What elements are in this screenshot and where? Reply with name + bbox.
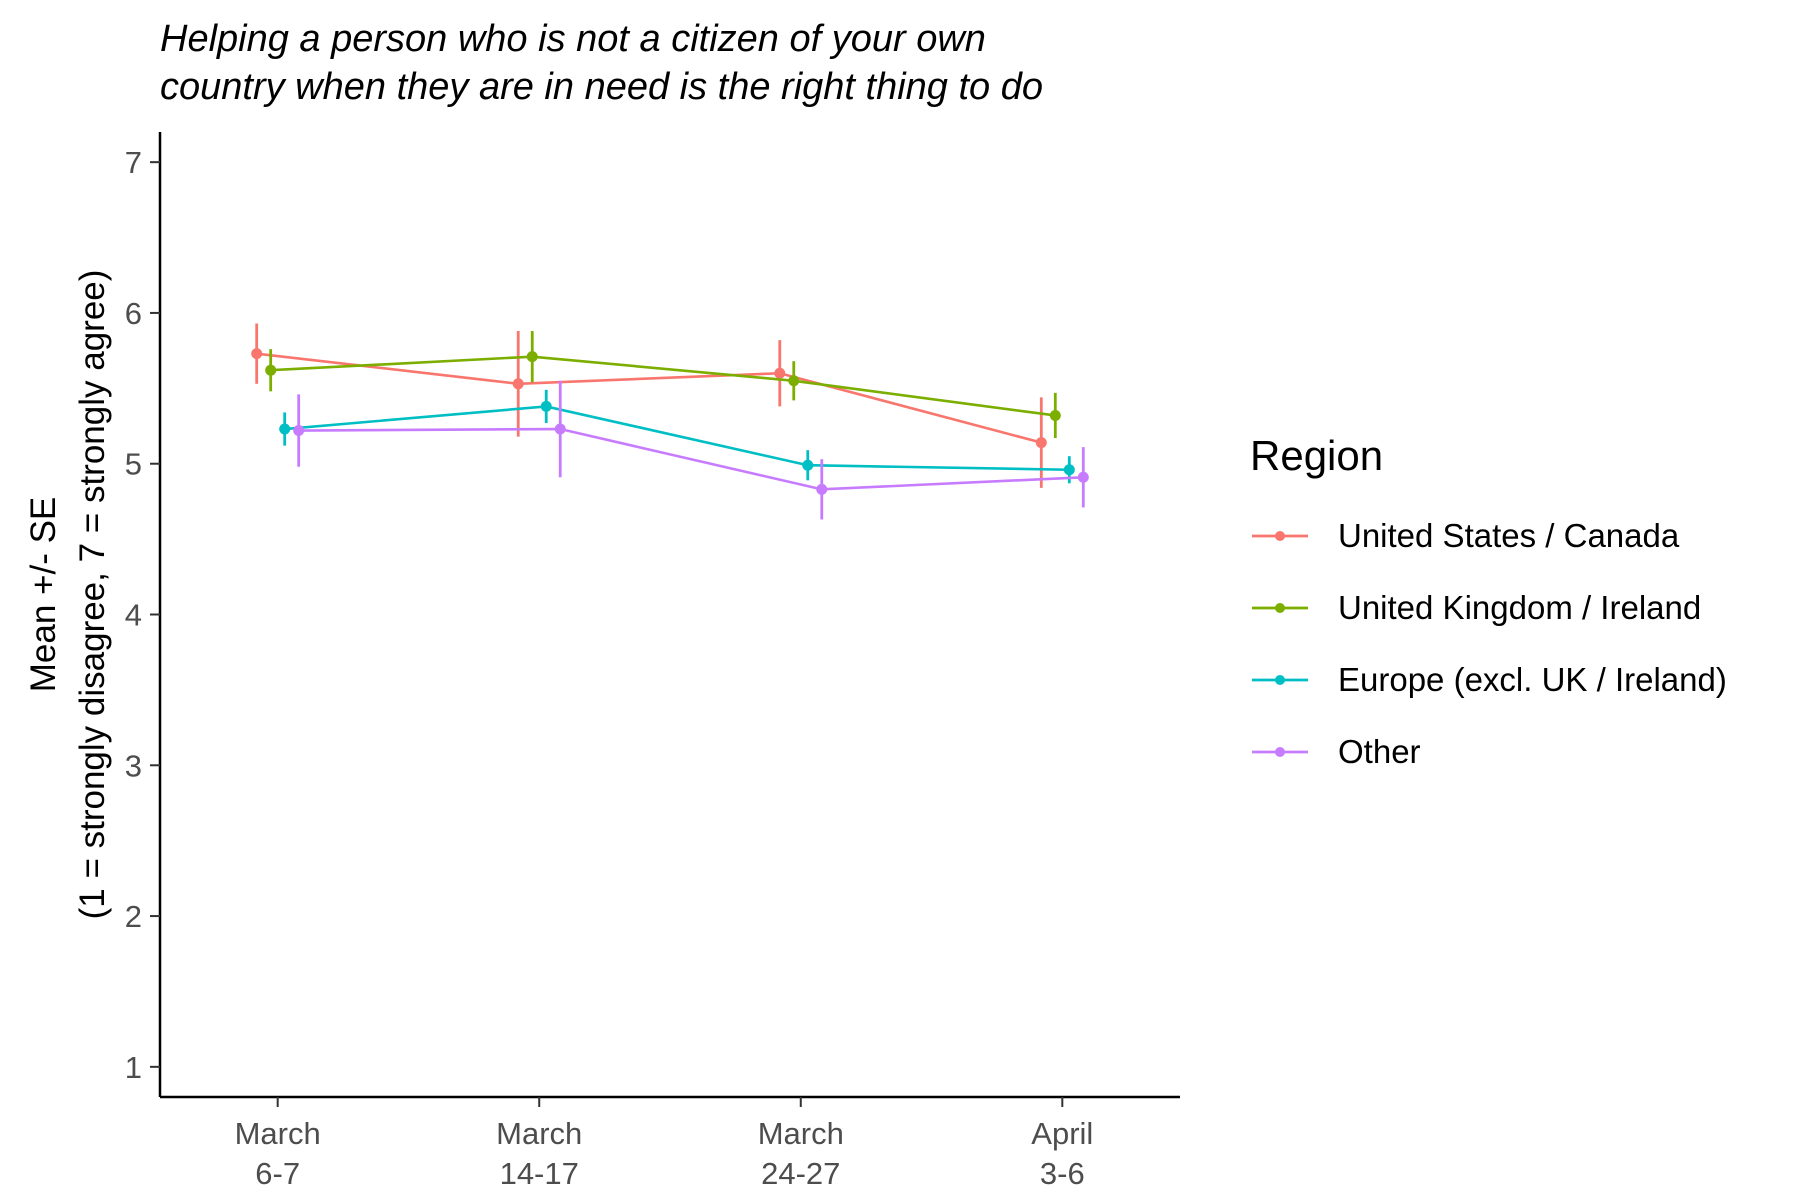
y-tick-label: 1 xyxy=(125,1050,142,1085)
legend-label: United Kingdom / Ireland xyxy=(1338,589,1702,626)
y-tick-label: 7 xyxy=(125,145,142,180)
y-axis-label: Mean +/- SE (1 = strongly disagree, 7 = … xyxy=(24,270,112,920)
y-axis-label-line-1: Mean +/- SE xyxy=(24,497,63,693)
legend-label: Europe (excl. UK / Ireland) xyxy=(1338,661,1727,698)
data-point xyxy=(265,364,277,376)
chart-title-line-2: country when they are in need is the rig… xyxy=(160,66,1043,108)
data-point xyxy=(251,348,263,360)
legend-key-point xyxy=(1275,747,1285,757)
series-2 xyxy=(279,389,1075,484)
y-tick-label: 6 xyxy=(125,296,142,331)
x-tick-label-line-1: March xyxy=(235,1116,321,1151)
legend-key xyxy=(1252,531,1308,541)
data-point xyxy=(788,375,800,387)
y-axis-label-line-2: (1 = strongly disagree, 7 = strongly agr… xyxy=(73,270,112,920)
x-tick-label-line-1: March xyxy=(758,1116,844,1151)
data-point xyxy=(816,483,828,495)
legend-key xyxy=(1252,675,1308,685)
series-line xyxy=(270,355,1056,417)
data-point xyxy=(774,367,786,379)
x-tick-label-line-2: 14-17 xyxy=(500,1156,579,1191)
chart-title-line-1: Helping a person who is not a citizen of… xyxy=(160,18,986,60)
series-line xyxy=(256,352,1042,444)
x-tick-label-line-1: March xyxy=(496,1116,582,1151)
legend-key xyxy=(1252,603,1308,613)
legend-label: United States / Canada xyxy=(1338,517,1680,554)
data-point xyxy=(1035,437,1047,449)
data-point xyxy=(293,425,305,437)
x-tick-label-line-2: 24-27 xyxy=(761,1156,840,1191)
series-0 xyxy=(251,323,1047,488)
y-tick-label: 3 xyxy=(125,748,142,783)
axes: 1 2 3 4 5 6 7 March 6-7 March 14-17 March 24-27 April… xyxy=(125,132,1180,1191)
x-tick-label-line-2: 6-7 xyxy=(255,1156,300,1191)
data-point xyxy=(1063,464,1075,476)
data-point xyxy=(1049,409,1061,421)
data-point xyxy=(526,351,538,363)
series-1 xyxy=(265,331,1061,439)
x-tick-label-line-1: April xyxy=(1031,1116,1093,1151)
series-3 xyxy=(293,380,1089,520)
y-tick-label: 4 xyxy=(125,598,142,633)
data-point xyxy=(540,400,552,412)
data-point xyxy=(554,423,566,435)
y-tick-label: 5 xyxy=(125,447,142,482)
series-line xyxy=(284,405,1070,472)
data-point xyxy=(802,459,814,471)
data-point xyxy=(512,378,524,390)
series-line xyxy=(298,427,1084,491)
y-tick-label: 2 xyxy=(125,899,142,934)
x-tick-label-line-2: 3-6 xyxy=(1040,1156,1085,1191)
legend-key xyxy=(1252,747,1308,757)
series-marks xyxy=(251,323,1089,520)
legend-title: Region xyxy=(1250,432,1384,479)
legend-key-point xyxy=(1275,531,1285,541)
data-point xyxy=(279,423,291,435)
legend-key-point xyxy=(1275,603,1285,613)
legend-key-point xyxy=(1275,675,1285,685)
data-point xyxy=(1077,471,1089,483)
legend-label: Other xyxy=(1338,733,1421,770)
